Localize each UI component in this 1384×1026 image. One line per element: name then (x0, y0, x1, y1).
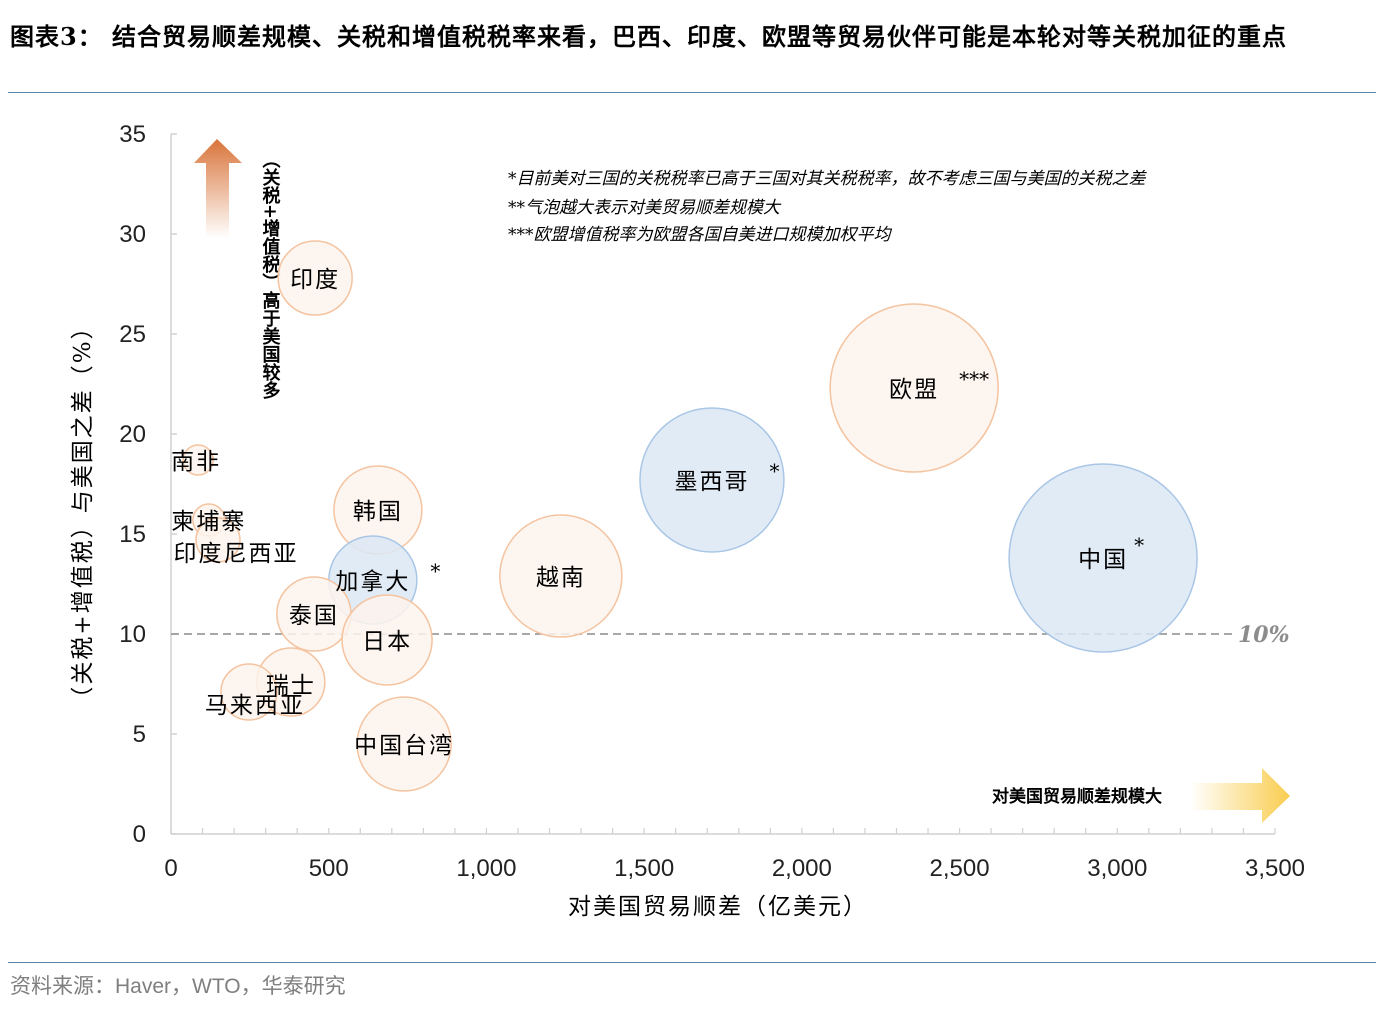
x-tick-label: 500 (309, 855, 349, 882)
bubble-label: 南非 (171, 449, 221, 475)
bubble-7 (341, 594, 433, 686)
up-arrow-icon (194, 139, 242, 238)
chart-title: 图表3： 结合贸易顺差规模、关税和增值税税率来看，巴西、印度、欧盟等贸易伙伴可能… (10, 22, 1288, 51)
title-divider (8, 92, 1376, 93)
x-tick-label: 1,500 (614, 855, 674, 882)
bubble-label: 泰国 (289, 603, 339, 629)
bubble-12 (639, 407, 785, 553)
chart-notes: *目前美对三国的关税税率已高于三国对其关税税率，故不考虑三国与美国的关税之差 *… (508, 169, 1147, 245)
bubble-label: 加拿大 (335, 568, 410, 595)
x-axis-title: 对美国贸易顺差（亿美元） (568, 894, 868, 920)
x-tick-label: 3,000 (1087, 855, 1147, 882)
x-tick-label: 3,500 (1245, 855, 1305, 882)
bubble-1 (182, 444, 214, 476)
bubble-10 (356, 696, 452, 792)
y-ticks: 0 5 10 15 20 25 30 35 (119, 121, 177, 848)
y-tick-label: 15 (119, 521, 146, 548)
x-ticks: 0 500 1,000 1,500 2,000 2,500 3,000 3,500 (164, 828, 1305, 882)
y-tick-label: 25 (119, 321, 146, 348)
y-tick-label: 35 (119, 121, 146, 148)
x-tick-label: 1,000 (456, 855, 516, 882)
note-marker: * (1134, 533, 1144, 557)
note-2: **气泡越大表示对美贸易顺差规模大 (508, 198, 782, 218)
note-marker: *** (959, 367, 989, 391)
bubble-label: 柬埔寨 (171, 509, 246, 535)
axes: 0 5 10 15 20 25 30 35 0 500 1,000 1,500 2,000 2,500 3… (119, 121, 1305, 882)
bubble-label: 马来西亚 (205, 693, 305, 719)
bubble-label: 印度 (290, 267, 340, 293)
y-tick-label: 30 (119, 221, 146, 248)
reference-label: 10% (1238, 622, 1290, 648)
note-1: *目前美对三国的关税税率已高于三国对其关税税率，故不考虑三国与美国的关税之差 (508, 169, 1147, 189)
x-tick-label: 0 (164, 855, 177, 882)
bubble-chart: 0 5 10 15 20 25 30 35 0 500 1,000 1,500 2,000 2,500 3… (70, 121, 1305, 920)
bubble-0 (277, 240, 353, 316)
y-tick-label: 5 (133, 721, 146, 748)
bubble-9 (220, 663, 278, 721)
right-arrow-icon (1190, 768, 1290, 823)
y-tick-label: 20 (119, 421, 146, 448)
bubble-label: 欧盟 (889, 377, 939, 403)
source-note: 资料来源：Haver，WTO，华泰研究 (10, 975, 346, 998)
bubble-13 (829, 303, 999, 473)
note-marker: * (430, 559, 440, 583)
right-arrow-label: 对美国贸易顺差规模大 (992, 786, 1162, 807)
bubble-label: 日本 (362, 629, 412, 655)
bubble-label: 印度尼西亚 (173, 541, 298, 567)
bubble-14 (1008, 463, 1198, 653)
bubble-label: 韩国 (353, 499, 403, 525)
x-tick-label: 2,500 (930, 855, 990, 882)
bubble-11 (499, 514, 623, 638)
bubbles (182, 240, 1198, 792)
up-arrow-label: （关税+增值税）高于美国较多 (260, 150, 281, 400)
bubble-label: 瑞士 (266, 673, 316, 699)
note-marker: * (769, 459, 779, 483)
note-3: ***欧盟增值税率为欧盟各国自美进口规模加权平均 (508, 225, 892, 245)
bubble-label: 中国台湾 (354, 733, 454, 759)
x-tick-label: 2,000 (772, 855, 832, 882)
y-tick-label: 10 (119, 621, 146, 648)
bubble-label: 中国 (1078, 547, 1128, 573)
bubble-3 (195, 517, 241, 563)
y-tick-label: 0 (133, 821, 146, 848)
footer-divider (8, 962, 1376, 963)
y-axis-title: （关税+增值税）与美国之差（%） (70, 314, 96, 709)
bubble-label: 越南 (536, 565, 586, 591)
bubble-label: 墨西哥 (674, 469, 749, 495)
